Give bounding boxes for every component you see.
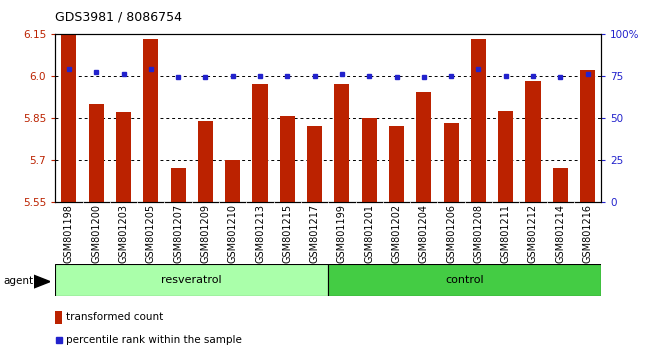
Bar: [55, 311, 62, 324]
Text: GSM801212: GSM801212: [528, 204, 538, 263]
Text: GSM801205: GSM801205: [146, 204, 156, 263]
Bar: [328, 264, 601, 296]
Text: GDS3981 / 8086754: GDS3981 / 8086754: [55, 11, 182, 24]
Bar: [471, 39, 486, 202]
Text: GSM801213: GSM801213: [255, 204, 265, 263]
Text: GSM801209: GSM801209: [200, 204, 211, 263]
Text: agent: agent: [3, 276, 33, 286]
Bar: [55, 264, 328, 296]
Text: GSM801216: GSM801216: [582, 204, 593, 263]
Text: control: control: [445, 275, 484, 285]
Bar: [61, 34, 77, 202]
Bar: [334, 84, 350, 202]
Bar: [498, 111, 514, 202]
Text: GSM801207: GSM801207: [173, 204, 183, 263]
Text: resveratrol: resveratrol: [161, 275, 222, 285]
Text: GSM801202: GSM801202: [391, 204, 402, 263]
Text: GSM801217: GSM801217: [309, 204, 320, 263]
Text: GSM801211: GSM801211: [500, 204, 511, 263]
Polygon shape: [34, 275, 50, 288]
Bar: [143, 39, 159, 202]
Text: GSM801201: GSM801201: [364, 204, 374, 263]
Text: GSM801214: GSM801214: [555, 204, 566, 263]
Text: GSM801199: GSM801199: [337, 204, 347, 263]
Bar: [170, 168, 186, 202]
Bar: [198, 120, 213, 202]
Bar: [416, 92, 432, 202]
Text: GSM801208: GSM801208: [473, 204, 484, 263]
Text: GSM801206: GSM801206: [446, 204, 456, 263]
Bar: [443, 123, 459, 202]
Bar: [361, 118, 377, 202]
Bar: [280, 116, 295, 202]
Bar: [580, 70, 595, 202]
Text: transformed count: transformed count: [66, 312, 163, 322]
Bar: [116, 112, 131, 202]
Text: GSM801203: GSM801203: [118, 204, 129, 263]
Text: GSM801198: GSM801198: [64, 204, 74, 263]
Bar: [552, 168, 568, 202]
Text: percentile rank within the sample: percentile rank within the sample: [66, 335, 242, 346]
Text: GSM801210: GSM801210: [227, 204, 238, 263]
Bar: [525, 81, 541, 202]
Bar: [252, 84, 268, 202]
Bar: [389, 126, 404, 202]
Text: GSM801204: GSM801204: [419, 204, 429, 263]
Text: GSM801215: GSM801215: [282, 204, 293, 263]
Bar: [88, 104, 104, 202]
Text: GSM801200: GSM801200: [91, 204, 101, 263]
Bar: [225, 160, 240, 202]
Bar: [307, 126, 322, 202]
